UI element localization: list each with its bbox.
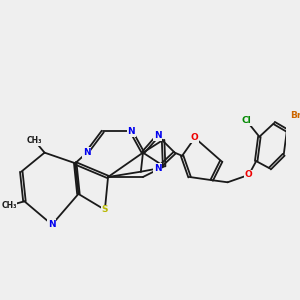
Text: Cl: Cl [242, 116, 251, 125]
Text: N: N [128, 127, 135, 136]
Text: O: O [245, 170, 253, 179]
Text: O: O [191, 133, 199, 142]
Text: N: N [83, 148, 91, 157]
Text: N: N [154, 164, 162, 173]
Text: CH₃: CH₃ [1, 201, 17, 210]
Text: Br: Br [290, 111, 300, 120]
Text: N: N [154, 131, 162, 140]
Text: N: N [48, 220, 56, 229]
Text: S: S [102, 205, 108, 214]
Text: CH₃: CH₃ [27, 136, 43, 146]
